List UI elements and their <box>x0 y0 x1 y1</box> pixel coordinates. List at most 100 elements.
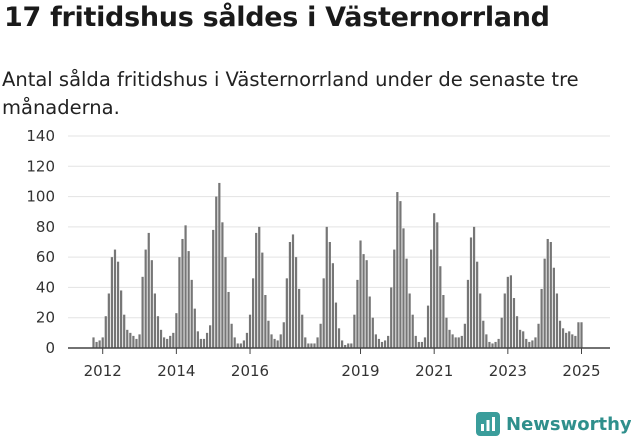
bar <box>144 249 147 348</box>
bar <box>515 316 519 348</box>
bar <box>571 334 574 348</box>
bar <box>175 313 178 348</box>
bar <box>95 341 98 348</box>
y-tick-label: 80 <box>36 218 55 236</box>
bar <box>248 314 252 348</box>
y-tick-label: 40 <box>36 278 55 296</box>
bar <box>319 323 322 348</box>
x-tick-label: 2025 <box>562 362 600 380</box>
bar <box>233 337 236 348</box>
bar <box>236 343 239 348</box>
bar <box>215 196 218 348</box>
bar <box>150 260 153 348</box>
bar <box>251 278 255 348</box>
bar <box>451 334 454 348</box>
bar <box>325 226 328 348</box>
bar <box>98 340 101 348</box>
bar <box>159 329 163 348</box>
bar <box>368 296 371 348</box>
bar <box>291 234 295 348</box>
chart-subtitle: Antal sålda fritidshus i Västernorrland … <box>2 68 579 119</box>
bar <box>353 314 356 348</box>
bar <box>393 249 396 348</box>
bar <box>181 238 184 348</box>
bar <box>457 337 460 348</box>
chart-title: 17 fritidshus såldes i Västernorrland <box>4 2 550 33</box>
bar <box>512 298 516 348</box>
bar <box>288 242 292 348</box>
bar <box>199 338 203 348</box>
bar <box>565 332 568 348</box>
bar <box>442 295 445 348</box>
y-tick-label: 120 <box>26 157 55 175</box>
bar <box>543 258 546 348</box>
bar <box>245 332 249 348</box>
bar <box>417 341 420 348</box>
bar <box>549 242 552 348</box>
bar <box>298 288 301 348</box>
bar <box>331 263 334 348</box>
x-tick-label: 2023 <box>489 362 527 380</box>
bar <box>377 338 381 348</box>
bar <box>344 344 347 348</box>
bar <box>141 276 144 348</box>
bar <box>307 343 310 348</box>
bar <box>110 257 114 348</box>
bar <box>301 314 304 348</box>
bar <box>230 323 233 348</box>
bar <box>224 257 227 348</box>
bar <box>546 238 549 348</box>
bar <box>568 331 571 348</box>
bar <box>190 279 193 348</box>
bar <box>294 257 298 348</box>
bar <box>491 343 494 348</box>
bar <box>356 279 359 348</box>
bar <box>561 328 565 348</box>
y-tick-label: 140 <box>26 127 55 145</box>
bar <box>221 222 224 348</box>
bar <box>405 258 408 348</box>
bar <box>503 293 506 348</box>
bar <box>436 222 439 348</box>
bar <box>212 229 215 348</box>
bar <box>506 276 509 348</box>
bar <box>534 337 537 348</box>
bar <box>273 338 276 348</box>
bar <box>396 192 399 348</box>
bar <box>202 338 206 348</box>
bar <box>267 320 270 348</box>
bar <box>494 341 497 348</box>
bar <box>439 266 442 348</box>
bar <box>454 337 457 348</box>
bar <box>347 343 350 348</box>
x-tick-label: 2019 <box>341 362 379 380</box>
bar <box>383 340 387 348</box>
bar <box>426 305 430 348</box>
bar <box>156 316 160 348</box>
bar <box>433 213 436 348</box>
y-tick-label: 20 <box>36 309 55 327</box>
bar <box>276 340 279 348</box>
bar <box>264 295 267 348</box>
bar <box>362 254 365 348</box>
bar <box>104 316 107 348</box>
bar <box>258 226 261 348</box>
bar <box>316 337 319 348</box>
bar <box>430 249 433 348</box>
bar <box>116 261 120 348</box>
bar <box>337 328 341 348</box>
bar <box>279 334 282 348</box>
bar <box>282 322 285 348</box>
bar <box>472 226 476 348</box>
x-tick-label: 2021 <box>415 362 453 380</box>
bar <box>147 232 150 348</box>
bar <box>107 293 110 348</box>
brand-logo: Newsworthy <box>476 410 631 438</box>
bar <box>334 302 338 348</box>
y-tick-label: 100 <box>26 188 55 206</box>
bar <box>500 317 503 348</box>
bar <box>205 332 209 348</box>
bar <box>408 293 411 348</box>
bar <box>126 329 129 348</box>
brand-name: Newsworthy <box>506 413 631 435</box>
